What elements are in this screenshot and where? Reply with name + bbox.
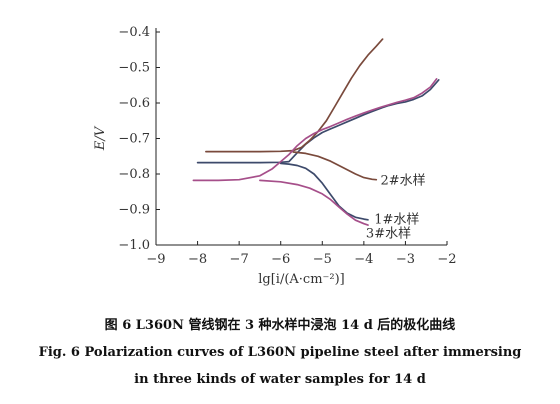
y-axis-label: E/V — [93, 125, 108, 151]
y-tick-label: −1.0 — [118, 238, 150, 253]
series-curve — [205, 38, 384, 153]
series-curve — [192, 78, 438, 182]
x-tick-label: −2 — [437, 252, 456, 267]
x-axis-label: lg[i/(A·cm⁻²)] — [258, 272, 345, 287]
polarization-chart: −9 −8 −7 −6 −5 −4 −3 −2 −1.0 −0.9 −0.8 −0.7 −0.6 −0.5… — [93, 25, 457, 287]
series-curve — [292, 151, 378, 181]
x-tick-label: −7 — [230, 252, 249, 267]
series-label: 1#水样 — [374, 212, 419, 227]
series-labels: 2#水样 1#水样3#水样 — [366, 173, 426, 241]
x-tick-label: −6 — [271, 252, 290, 267]
y-tick-label: −0.6 — [118, 96, 150, 111]
y-tick-label: −0.5 — [118, 61, 150, 76]
caption-chinese: 图 6 L360N 管线钢在 3 种水样中浸泡 14 d 后的极化曲线 — [104, 318, 456, 333]
axes: −9 −8 −7 −6 −5 −4 −3 −2 −1.0 −0.9 −0.8 −0.7 −0.6 −0.5… — [118, 25, 456, 267]
series-curve — [259, 179, 369, 226]
x-tick-label: −5 — [313, 252, 332, 267]
y-tick-label: −0.9 — [118, 203, 150, 218]
y-tick-label: −0.4 — [118, 25, 150, 40]
x-tick-label: −3 — [396, 252, 415, 267]
y-tick-label: −0.7 — [118, 132, 150, 147]
series-curve — [196, 79, 440, 164]
series-curve — [279, 162, 369, 221]
caption-english-line1: Fig. 6 Polarization curves of L360N pipe… — [38, 345, 522, 360]
x-tick-label: −4 — [354, 252, 373, 267]
x-tick-label: −9 — [146, 252, 165, 267]
series-label: 3#水样 — [366, 227, 411, 242]
caption-english-line2: in three kinds of water samples for 14 d — [134, 372, 426, 387]
chart-area: −9 −8 −7 −6 −5 −4 −3 −2 −1.0 −0.9 −0.8 −0.7 −0.6 −0.5… — [93, 25, 457, 287]
series-layer — [192, 38, 440, 226]
series-label: 2#水样 — [380, 173, 425, 188]
y-tick-label: −0.8 — [118, 167, 150, 182]
x-tick-label: −8 — [188, 252, 207, 267]
